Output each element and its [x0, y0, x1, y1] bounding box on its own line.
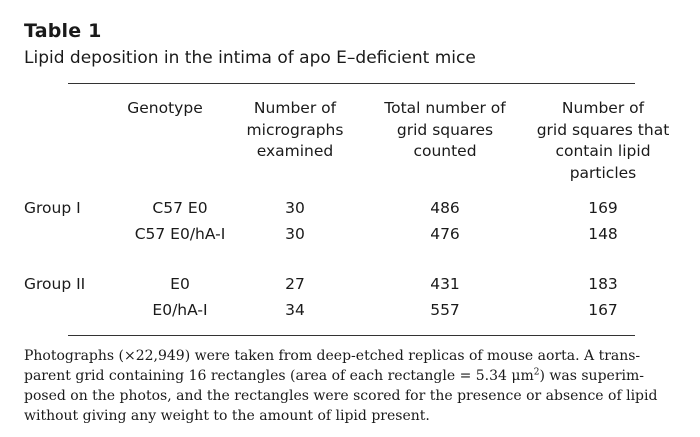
cell-total: 476	[430, 225, 460, 243]
cell-total: 431	[430, 275, 460, 293]
cell-micrographs: 30	[285, 199, 305, 217]
footnote-superscript: 2	[533, 367, 540, 378]
cell-lipid: 148	[588, 225, 618, 243]
cell-genotype: E0/hA-I	[152, 301, 208, 319]
header-lipid-squares: Number of grid squares that contain lipi…	[536, 99, 670, 182]
bottom-rule	[68, 335, 635, 336]
cell-lipid: 167	[588, 301, 618, 319]
table-footnote: Photographs (×22,949) were taken from de…	[24, 346, 674, 426]
cell-lipid: 183	[588, 275, 618, 293]
cell-total: 557	[430, 301, 460, 319]
cell-micrographs: 27	[285, 275, 305, 293]
table-title: Table 1	[24, 20, 102, 42]
footnote-text: parent grid containing 16 rectangles (ar…	[24, 368, 534, 384]
group-label: Group I	[24, 199, 81, 217]
header-micrographs: Number of micrographs examined	[246, 99, 344, 160]
cell-genotype: E0	[170, 275, 190, 293]
group-label: Group II	[24, 275, 86, 293]
footnote-line: posed on the photos, and the rectangles …	[24, 388, 658, 404]
footnote-line: without giving any weight to the amount …	[24, 408, 430, 424]
header-total-squares: Total number of grid squares counted	[384, 99, 506, 160]
table-caption: Lipid deposition in the intima of apo E–…	[24, 48, 476, 68]
cell-total: 486	[430, 199, 460, 217]
top-rule	[68, 83, 635, 84]
footnote-text: ) was superim-	[539, 368, 645, 384]
cell-micrographs: 34	[285, 301, 305, 319]
footnote-line: Photographs (×22,949) were taken from de…	[24, 348, 641, 364]
cell-genotype: C57 E0/hA-I	[134, 225, 226, 243]
cell-lipid: 169	[588, 199, 618, 217]
cell-micrographs: 30	[285, 225, 305, 243]
footnote-line: parent grid containing 16 rectangles (ar…	[24, 366, 674, 386]
header-genotype: Genotype	[127, 99, 203, 117]
cell-genotype: C57 E0	[152, 199, 208, 217]
